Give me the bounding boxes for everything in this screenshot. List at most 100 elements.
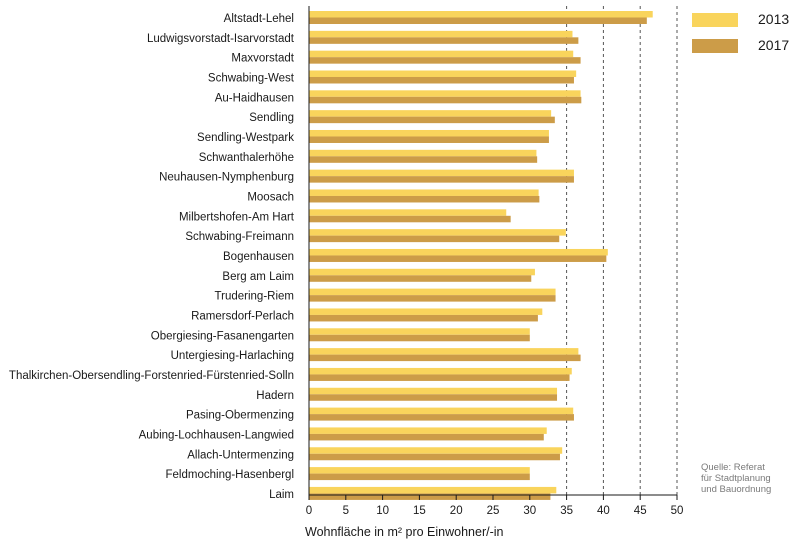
legend-swatch-2017 (692, 39, 738, 53)
legend-label-2013: 2013 (758, 11, 790, 27)
bar-2017 (309, 57, 581, 64)
bar-2013 (309, 328, 530, 335)
category-label: Schwabing-West (208, 72, 295, 84)
category-label: Bogenhausen (223, 251, 294, 263)
bar-2013 (309, 447, 563, 454)
x-tick-label: 30 (523, 505, 536, 517)
x-tick-label: 50 (671, 505, 684, 517)
category-label: Untergiesing-Harlaching (171, 350, 294, 362)
category-label: Sendling (249, 112, 294, 124)
bar-2017 (309, 433, 544, 441)
bar-2017 (309, 334, 530, 342)
bar-2013 (309, 407, 574, 415)
x-tick-label: 10 (376, 505, 389, 517)
bar-2013 (309, 427, 547, 434)
bar-2017 (309, 76, 574, 84)
source-note: Quelle: Referat für Stadtplanung und Bau… (701, 462, 791, 495)
category-label: Aubing-Lochhausen-Langwied (139, 429, 294, 441)
bar-2013 (309, 209, 507, 216)
bar-2017 (309, 176, 574, 183)
category-label: Milbertshofen-Am Hart (179, 211, 295, 223)
source-line: für Stadtplanung (701, 473, 771, 484)
category-label: Feldmoching-Hasenbergl (166, 469, 294, 481)
x-tick-label: 35 (560, 505, 573, 517)
bar-2017 (309, 295, 556, 302)
bar-2013 (309, 189, 539, 196)
bar-2017 (309, 394, 558, 401)
bar-2017 (309, 314, 538, 322)
bar-2017 (309, 235, 560, 243)
bar-2017 (309, 354, 581, 362)
bar-2013 (309, 387, 558, 395)
bar-2013 (309, 288, 556, 296)
bar-2017 (309, 156, 538, 163)
x-tick-label: 25 (487, 505, 500, 517)
legend-item-2013: 2013 (692, 10, 790, 32)
x-tick-label: 5 (343, 505, 349, 517)
category-labels: Altstadt-Lehel Ludwigsvorstadt-Isarvorsta… (9, 13, 295, 501)
source-line: und Bauordnung (701, 484, 772, 495)
x-tick-label: 45 (634, 505, 647, 517)
x-axis: 0 5 10 15 20 25 30 35 40 45 50 (306, 6, 684, 517)
bar-2017 (309, 275, 532, 282)
category-label: Au-Haidhausen (215, 92, 294, 104)
bar-2017 (309, 17, 647, 24)
category-label: Pasing-Obermenzing (186, 410, 294, 422)
x-axis-title: Wohnfläche in m² pro Einwohner/-in (305, 525, 504, 539)
bar-2017 (309, 453, 560, 461)
bar-2013 (309, 70, 577, 77)
bar-2017 (309, 96, 582, 104)
category-label: Moosach (247, 191, 294, 203)
legend-label-2017: 2017 (758, 37, 790, 53)
category-label: Ramersdorf-Perlach (191, 310, 294, 322)
bar-2013 (309, 367, 572, 375)
bar-2013 (309, 30, 573, 38)
bar-2013 (309, 348, 579, 355)
bar-2017 (309, 374, 570, 381)
category-label: Allach-Untermenzing (187, 449, 294, 461)
category-label: Sendling-Westpark (197, 132, 294, 144)
bar-2013 (309, 11, 653, 18)
bar-2013 (309, 486, 557, 494)
category-label: Hadern (256, 390, 294, 402)
bar-2013 (309, 129, 549, 137)
legend-item-2017: 2017 (692, 36, 790, 58)
category-label: Thalkirchen-Obersendling-Forstenried-Für… (9, 370, 294, 382)
bar-2017 (309, 414, 574, 421)
bar-2013 (309, 229, 566, 236)
bar-group (309, 11, 653, 500)
bar-2017 (309, 215, 511, 223)
x-tick-label: 0 (306, 505, 312, 517)
bar-2013 (309, 110, 552, 117)
x-tick-label: 15 (413, 505, 426, 517)
bar-2013 (309, 248, 608, 256)
bar-2017 (309, 473, 530, 481)
x-tick-label: 20 (450, 505, 463, 517)
category-label: Schwabing-Freimann (185, 231, 294, 243)
category-label: Berg am Laim (222, 271, 294, 283)
bar-2017 (309, 136, 549, 143)
category-label: Obergiesing-Fasanengarten (151, 330, 294, 342)
category-label: Trudering-Riem (215, 291, 294, 303)
legend-swatch-2013 (692, 13, 738, 27)
bar-2013 (309, 268, 535, 276)
bar-2013 (309, 149, 537, 157)
category-label: Ludwigsvorstadt-Isarvorstadt (147, 33, 295, 45)
bar-2013 (309, 90, 581, 97)
bar-2013 (309, 308, 543, 315)
category-label: Maxvorstadt (231, 53, 294, 65)
bar-2017 (309, 255, 607, 262)
x-tick-label: 40 (597, 505, 610, 517)
legend: 2013 2017 (692, 10, 790, 62)
category-label: Laim (269, 489, 294, 501)
bar-2017 (309, 37, 579, 44)
bar-2013 (309, 467, 530, 474)
bar-2017 (309, 493, 551, 500)
bar-2017 (309, 195, 540, 203)
bar-2013 (309, 50, 574, 58)
bar-2013 (309, 169, 574, 177)
source-line: Quelle: Referat (701, 462, 765, 473)
category-label: Schwanthalerhöhe (199, 152, 294, 164)
category-label: Neuhausen-Nymphenburg (159, 172, 294, 184)
